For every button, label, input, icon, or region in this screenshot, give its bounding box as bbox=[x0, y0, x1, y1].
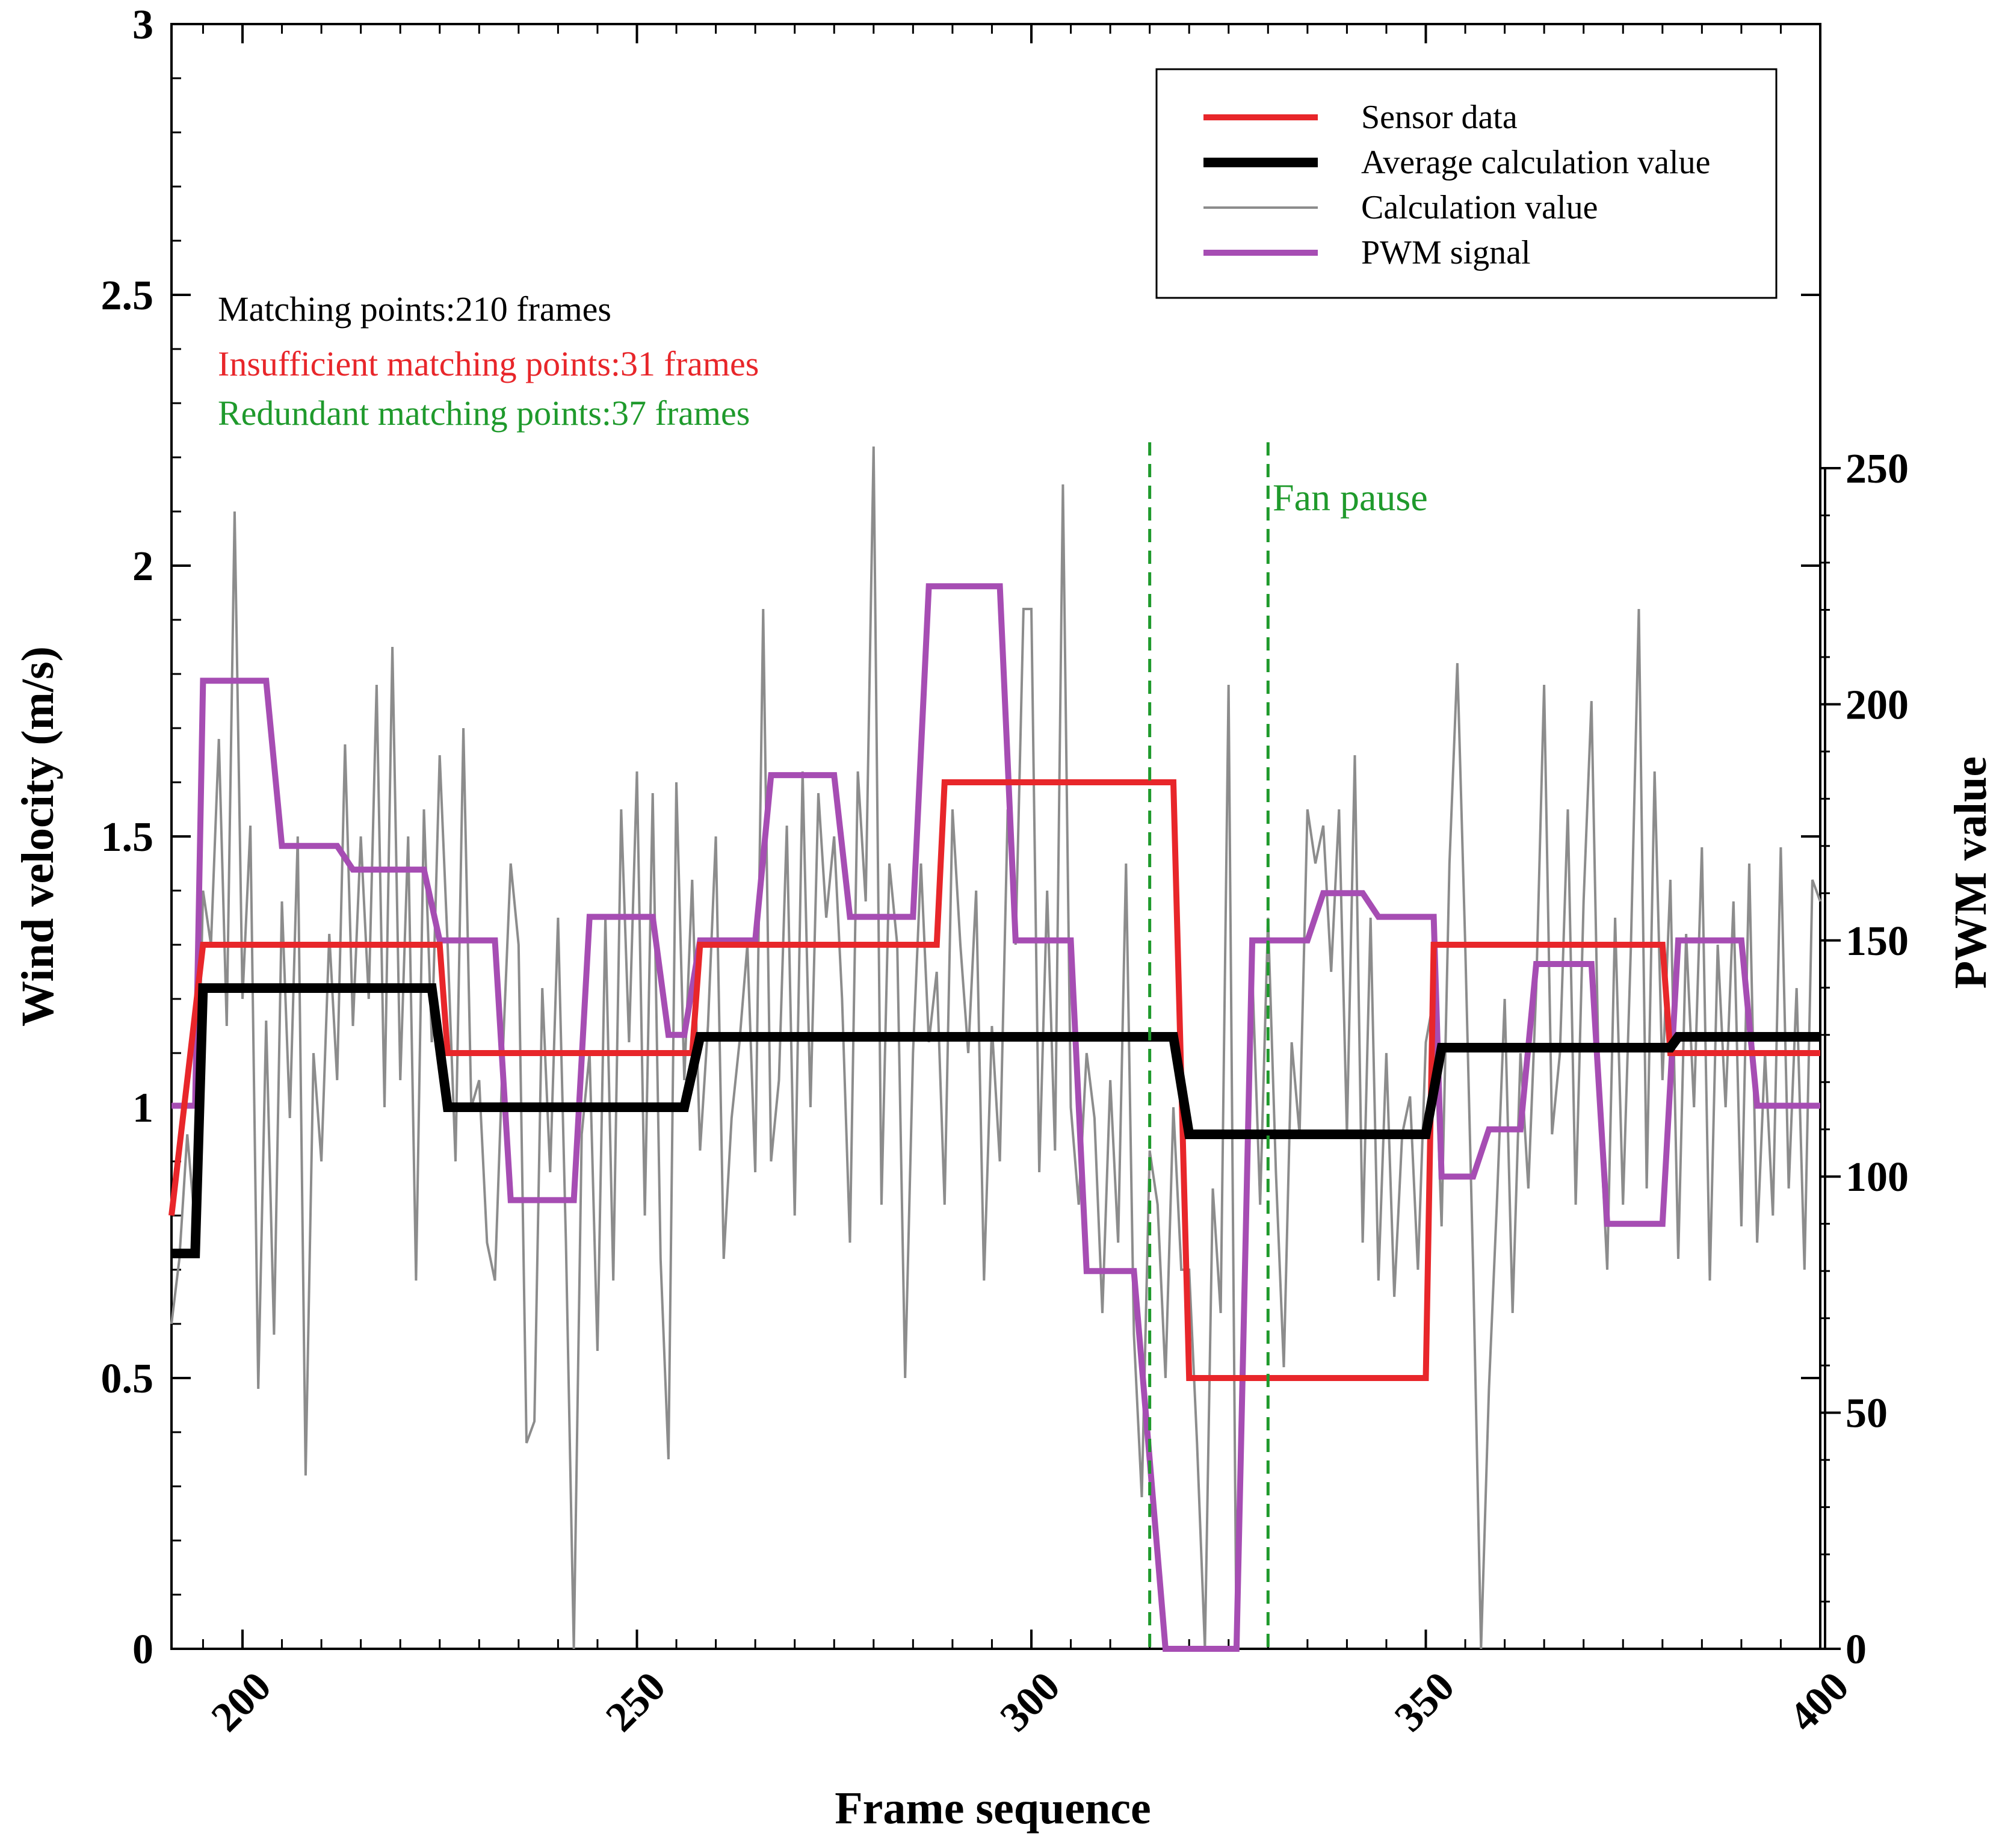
y-left-ticks: 0 0.5 1 1.5 2 2.5 3 bbox=[101, 2, 1820, 1673]
y-left-tick-label: 2.5 bbox=[101, 273, 154, 319]
matching-points-annotation: Matching points:210 frames bbox=[218, 289, 611, 329]
y-left-tick-label: 1.5 bbox=[101, 814, 154, 861]
x-tick-label: 400 bbox=[1781, 1663, 1858, 1741]
y-right-tick-label: 0 bbox=[1846, 1627, 1867, 1673]
insufficient-matching-annotation: Insufficient matching points:31 frames bbox=[218, 344, 759, 383]
series-layer bbox=[168, 446, 1821, 1652]
y-right-ticks: 0 50 100 150 200 250 bbox=[1820, 446, 1909, 1673]
y-left-axis-title: Wind velocity (m/s) bbox=[13, 646, 63, 1027]
legend-label-average: Average calculation value bbox=[1361, 144, 1710, 181]
redundant-matching-annotation: Redundant matching points:37 frames bbox=[218, 394, 750, 433]
y-left-tick-label: 3 bbox=[132, 2, 153, 48]
x-axis-title: Frame sequence bbox=[835, 1783, 1151, 1834]
y-right-axis-title: PWM value bbox=[1945, 756, 1996, 989]
legend: Sensor data Average calculation value Ca… bbox=[1155, 68, 1778, 299]
fan-pause-label: Fan pause bbox=[1273, 476, 1428, 519]
series-average-line bbox=[171, 983, 1820, 1258]
y-right-tick-label: 150 bbox=[1846, 918, 1909, 965]
y-right-tick-label: 250 bbox=[1846, 446, 1909, 492]
y-left-tick-label: 0.5 bbox=[101, 1356, 154, 1402]
series-sensor-line bbox=[168, 779, 1820, 1381]
x-tick-label: 350 bbox=[1386, 1663, 1463, 1741]
series-pwm-line bbox=[171, 583, 1820, 1652]
series-calculation-line bbox=[170, 446, 1821, 1649]
x-tick-label: 200 bbox=[203, 1663, 280, 1741]
y-right-tick-label: 200 bbox=[1846, 682, 1909, 728]
y-left-tick-label: 0 bbox=[132, 1627, 153, 1673]
x-tick-label: 300 bbox=[992, 1663, 1069, 1741]
legend-label-sensor: Sensor data bbox=[1361, 99, 1518, 136]
y-right-tick-label: 100 bbox=[1846, 1154, 1909, 1201]
y-left-tick-label: 2 bbox=[132, 543, 153, 590]
x-tick-label: 250 bbox=[597, 1663, 675, 1741]
legend-label-pwm: PWM signal bbox=[1361, 234, 1531, 271]
y-left-tick-label: 1 bbox=[132, 1085, 153, 1131]
y-right-tick-label: 50 bbox=[1846, 1391, 1888, 1437]
legend-label-calculation: Calculation value bbox=[1361, 189, 1598, 226]
legend-box bbox=[1155, 68, 1778, 299]
